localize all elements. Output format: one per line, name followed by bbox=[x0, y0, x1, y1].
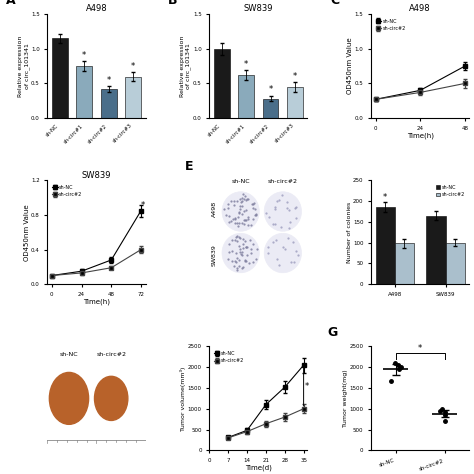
Y-axis label: Tumor weight(mg): Tumor weight(mg) bbox=[343, 370, 348, 427]
X-axis label: Time(h): Time(h) bbox=[83, 298, 110, 305]
Text: sh-circ#2: sh-circ#2 bbox=[268, 180, 298, 184]
Bar bbox=[238, 75, 254, 118]
Text: *: * bbox=[107, 76, 111, 85]
Text: sh-NC: sh-NC bbox=[60, 352, 78, 356]
Title: SW839: SW839 bbox=[82, 171, 111, 180]
Text: E: E bbox=[185, 160, 193, 173]
Circle shape bbox=[49, 373, 89, 424]
Bar bbox=[101, 89, 117, 118]
Text: sh-NC: sh-NC bbox=[231, 180, 250, 184]
Title: A498: A498 bbox=[410, 4, 431, 13]
Text: B: B bbox=[168, 0, 178, 7]
Text: *: * bbox=[268, 85, 273, 94]
Title: SW839: SW839 bbox=[244, 4, 273, 13]
Circle shape bbox=[222, 192, 259, 231]
Y-axis label: OD450nm Value: OD450nm Value bbox=[24, 204, 29, 261]
Text: *: * bbox=[305, 383, 309, 392]
Bar bbox=[426, 216, 446, 284]
Text: C: C bbox=[330, 0, 339, 7]
Circle shape bbox=[222, 233, 259, 273]
X-axis label: Time(d): Time(d) bbox=[245, 465, 272, 471]
Text: *: * bbox=[418, 345, 422, 354]
X-axis label: Time(h): Time(h) bbox=[407, 132, 434, 138]
Text: A: A bbox=[6, 0, 16, 7]
Bar bbox=[52, 38, 68, 118]
Legend: sh-NC, sh-circ#2: sh-NC, sh-circ#2 bbox=[212, 349, 246, 365]
Y-axis label: Relative expression
of circ_101341: Relative expression of circ_101341 bbox=[180, 36, 191, 97]
Text: SW839: SW839 bbox=[212, 244, 217, 266]
Text: sh-circ#2: sh-circ#2 bbox=[96, 352, 126, 356]
Circle shape bbox=[264, 192, 301, 231]
Circle shape bbox=[264, 233, 301, 273]
Text: *: * bbox=[131, 62, 135, 71]
Legend: sh-NC, sh-circ#2: sh-NC, sh-circ#2 bbox=[50, 183, 84, 199]
Y-axis label: Relative expression
of circ_101341: Relative expression of circ_101341 bbox=[18, 36, 29, 97]
Text: *: * bbox=[244, 60, 248, 69]
Bar bbox=[287, 87, 303, 118]
Text: *: * bbox=[82, 51, 86, 60]
Bar bbox=[263, 99, 279, 118]
Y-axis label: OD450nm Value: OD450nm Value bbox=[347, 38, 354, 94]
Bar bbox=[76, 66, 92, 118]
Text: G: G bbox=[327, 326, 337, 339]
Circle shape bbox=[94, 376, 128, 420]
Title: A498: A498 bbox=[86, 4, 107, 13]
Bar bbox=[375, 207, 395, 284]
Bar bbox=[446, 243, 465, 284]
Text: *: * bbox=[293, 72, 297, 81]
Bar bbox=[125, 76, 141, 118]
Legend: sh-NC, sh-circ#2: sh-NC, sh-circ#2 bbox=[374, 17, 408, 33]
Text: *: * bbox=[141, 201, 146, 210]
Text: *: * bbox=[383, 193, 387, 202]
Bar bbox=[214, 49, 229, 118]
Y-axis label: Tumor volume(mm³): Tumor volume(mm³) bbox=[180, 366, 186, 430]
Bar bbox=[395, 244, 414, 284]
Legend: sh-NC, sh-circ#2: sh-NC, sh-circ#2 bbox=[434, 183, 467, 199]
Y-axis label: Number of colonies: Number of colonies bbox=[346, 201, 352, 263]
Text: A498: A498 bbox=[212, 201, 217, 218]
